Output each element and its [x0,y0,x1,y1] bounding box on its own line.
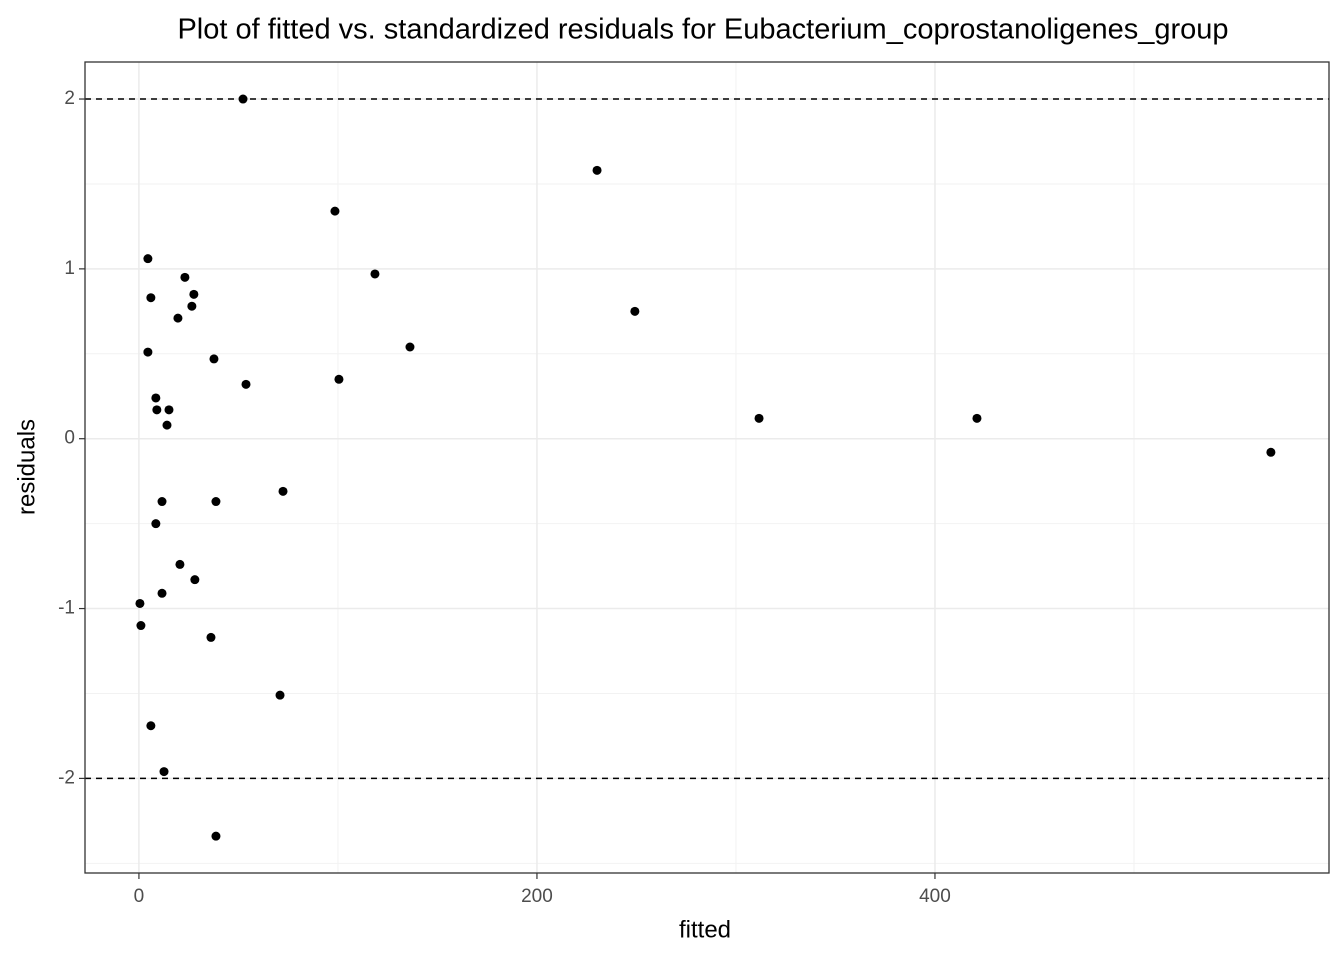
point [972,413,982,423]
point [175,559,185,569]
point [241,379,251,389]
point [151,393,161,403]
point [146,293,156,303]
point [278,486,288,496]
point [370,269,380,279]
point [592,165,602,175]
panel-border [84,61,1330,874]
point [275,690,285,700]
point [136,621,146,631]
point [187,301,197,311]
point [405,342,415,352]
point [190,575,200,585]
point [334,374,344,384]
point [1266,447,1276,457]
point [630,306,640,316]
y-tick-label: -1 [58,598,75,619]
y-axis-label: residuals [13,419,40,515]
point [189,289,199,299]
y-tick-label: 2 [64,88,75,109]
y-tick-label: 1 [64,258,75,279]
x-tick-label: 200 [521,886,553,907]
y-tick-label: 0 [64,428,75,449]
point [152,405,162,415]
x-tick-label: 400 [919,886,951,907]
point [143,254,153,264]
x-tick-label: 0 [134,886,145,907]
point [164,405,174,415]
point [135,598,145,608]
point [209,354,219,364]
point [143,347,153,357]
point [754,413,764,423]
point [206,632,216,642]
point [157,588,167,598]
y-tick-label: -2 [58,767,75,788]
point [238,94,248,104]
point [162,420,172,430]
point [173,313,183,323]
point [159,767,169,777]
point [157,497,167,507]
point [180,272,190,282]
point [146,721,156,731]
point [211,497,221,507]
point [151,519,161,529]
point [330,206,340,216]
chart-title: Plot of fitted vs. standardized residual… [177,14,1228,46]
x-axis-label: fitted [679,916,731,943]
point [211,831,221,841]
